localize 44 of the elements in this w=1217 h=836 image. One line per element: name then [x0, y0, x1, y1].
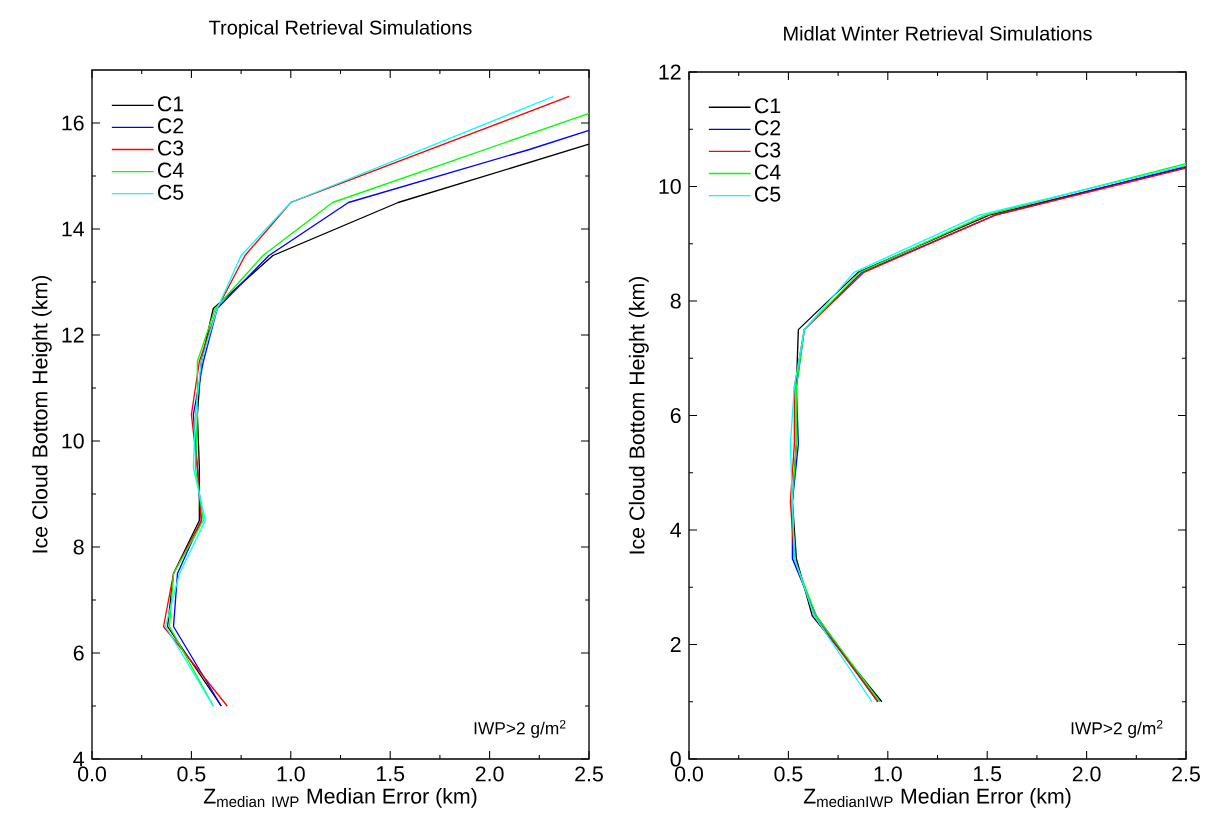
x-tick-label: 2.5	[575, 766, 603, 782]
annotation: IWP>2 g/m$^{2}$	[474, 719, 566, 738]
x-tick-label: 2.5	[1172, 766, 1200, 782]
legend-label: C4	[755, 164, 781, 180]
x-tick-label: 2.0	[475, 766, 504, 782]
y-axis-title: Ice Cloud Bottom Height (km)	[31, 275, 52, 553]
legend-label: C1	[158, 96, 184, 112]
x-tick-label: 1.5	[974, 766, 1002, 782]
x-tick-label: 1.5	[377, 766, 405, 782]
y-tick-label: 4	[73, 751, 84, 767]
y-tick-label: 10	[659, 178, 681, 195]
legend-label: C5	[158, 184, 184, 200]
y-tick-label: 8	[670, 293, 681, 309]
annotation: IWP>2 g/m$^{2}$	[1071, 720, 1163, 738]
x-axis-title: $\mathrm{Z_{median\ IWP}}\text{ Median Error (km)}$	[203, 787, 477, 808]
legend-label: C2	[755, 120, 781, 136]
legend-label: C2	[158, 118, 184, 134]
y-tick-label: 8	[73, 539, 84, 555]
x-tick-label: 1.0	[874, 766, 902, 782]
y-axis-title: Ice Cloud Bottom Height (km)	[628, 276, 649, 554]
x-tick-label: 0.5	[774, 766, 803, 782]
x-tick-label: 0.0	[78, 766, 106, 782]
y-tick-label: 12	[659, 64, 681, 80]
y-tick-label: 6	[670, 407, 681, 424]
x-axis-title: $\mathrm{Z_{medianIWP}}\text{ Median Error (km)}$	[803, 787, 1071, 808]
y-tick-label: 14	[62, 221, 84, 237]
y-tick-label: 0	[670, 751, 681, 767]
legend-label: C4	[158, 162, 184, 178]
legend-label: C1	[755, 98, 781, 114]
y-tick-label: 6	[73, 645, 84, 661]
y-tick-label: 12	[62, 327, 84, 343]
x-tick-label: 0.0	[675, 766, 703, 782]
x-tick-label: 1.0	[277, 766, 305, 782]
y-tick-label: 10	[62, 433, 84, 449]
x-tick-label: 0.5	[177, 766, 206, 782]
y-tick-label: 16	[62, 115, 84, 131]
chart-title: Midlat Winter Retrieval Simulations	[784, 25, 1092, 41]
legend-label: C3	[755, 142, 781, 158]
y-tick-label: 4	[670, 522, 681, 538]
legend-label: C5	[755, 186, 781, 202]
legend-label: C3	[158, 140, 184, 156]
x-tick-label: 2.0	[1072, 766, 1101, 782]
chart-title: Tropical Retrieval Simulations	[209, 19, 472, 39]
y-tick-label: 2	[670, 637, 681, 652]
